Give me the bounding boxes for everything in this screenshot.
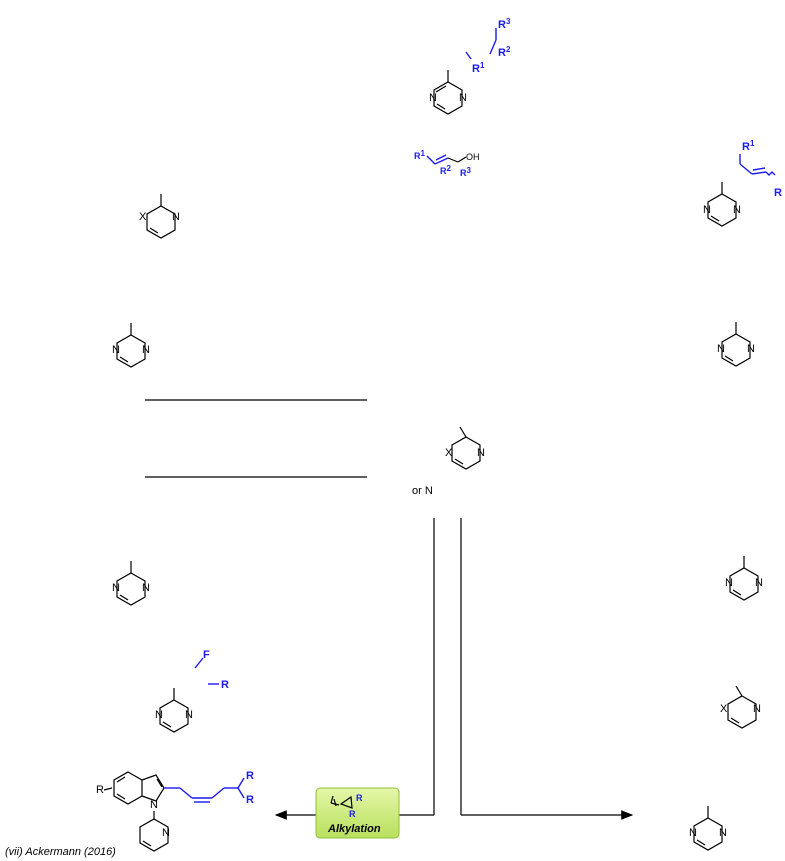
atom-n-left: N — [112, 582, 120, 594]
atom-n-right: N — [733, 204, 741, 216]
atom-n: N — [477, 447, 485, 459]
allyl-chain-top-right: R1 R — [739, 139, 782, 199]
allyl-r-cut: R — [774, 187, 782, 199]
atom-n-left: N — [112, 344, 120, 356]
atom-n: N — [753, 703, 761, 715]
atom-n: N — [172, 211, 180, 223]
pyrimidine-left-middle: N N — [112, 323, 150, 368]
or-n-note: or N — [412, 485, 433, 497]
alkylation-badge: R R Alkylation — [315, 787, 400, 839]
fluoro-r: R — [221, 679, 229, 691]
indole-r: R — [96, 784, 104, 796]
pyrimidine-right-lower: N N — [725, 556, 763, 601]
alkyl-chain-top: R1 R3 R2 — [465, 17, 511, 75]
pyrimidine-fluoro: N N F R — [155, 649, 229, 733]
chain-r-bottom: R — [246, 794, 254, 806]
atom-n-right: N — [142, 344, 150, 356]
alcohol-r1: R1 — [414, 149, 426, 161]
badge-r-top: R — [356, 793, 363, 803]
atom-n-right: N — [755, 577, 763, 589]
atom-n-left: N — [725, 577, 733, 589]
r2-label: R2 — [498, 45, 511, 59]
atom-n-left: N — [429, 92, 437, 104]
badge-r-bottom: R — [349, 809, 356, 819]
allyl-r1: R1 — [742, 139, 755, 153]
atom-n-right: N — [185, 709, 193, 721]
scheme-caption: (vii) Ackermann (2016) — [5, 846, 116, 858]
atom-x: X — [445, 447, 453, 459]
atom-n-left: N — [155, 709, 163, 721]
atom-n-left: N — [703, 204, 711, 216]
pyrimidine-top-right: N N — [703, 182, 741, 227]
alcohol-oh: OH — [466, 152, 480, 162]
allyl-alcohol-reagent: R1 OH R2 R3 — [414, 149, 480, 178]
pyrimidine-left-lower: N N — [112, 561, 150, 606]
fluoro-f: F — [203, 649, 210, 661]
azine-center: X N — [445, 426, 485, 470]
indole-n: N — [150, 799, 158, 811]
atom-n-left: N — [689, 827, 697, 839]
atom-n-right: N — [142, 582, 150, 594]
atom-x: X — [139, 211, 147, 223]
r1-label: R1 — [472, 61, 485, 75]
atom-x: X — [720, 703, 728, 715]
atom-n-right: N — [747, 343, 755, 355]
alcohol-r3: R3 — [460, 166, 472, 178]
atom-n-left: N — [717, 343, 725, 355]
pyridyl-n: N — [162, 827, 170, 839]
azine-right-lower: X N — [720, 685, 761, 729]
atom-n-right: N — [719, 827, 727, 839]
alcohol-r2: R2 — [440, 164, 452, 176]
alkylation-label: Alkylation — [327, 823, 381, 835]
pyrimidine-right-middle: N N — [717, 322, 755, 367]
chain-r-top: R — [246, 770, 254, 782]
atom-n-right: N — [459, 92, 467, 104]
r3-label: R3 — [498, 17, 511, 31]
indole-product: R N N R R — [96, 770, 254, 852]
pyrimidine-right-bottom: N N — [689, 806, 727, 851]
pyrimidine-top-center: N N — [429, 70, 467, 115]
azine-left-upper: X N — [139, 194, 180, 239]
